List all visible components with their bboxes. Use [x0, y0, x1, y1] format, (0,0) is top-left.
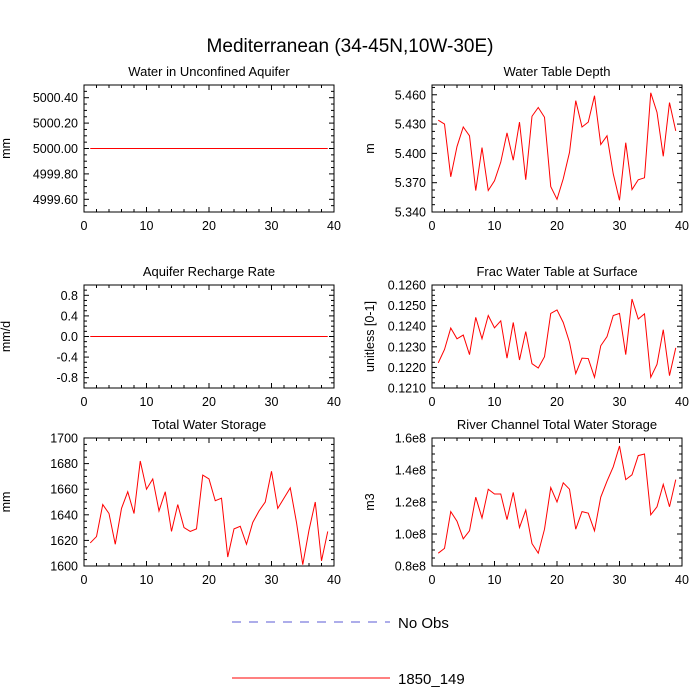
x-tick-label: 30 [265, 219, 279, 233]
y-tick-label: 5000.00 [33, 142, 78, 156]
series-line-1850-149 [437, 298, 677, 380]
legend-label-1850-149: 1850_149 [398, 671, 465, 688]
panel-title: River Channel Total Water Storage [457, 417, 657, 432]
y-tick-label: 1620 [50, 534, 78, 548]
x-tick-label: 20 [550, 573, 564, 587]
x-tick-label: 0 [81, 219, 88, 233]
y-tick-label: 5.370 [395, 176, 426, 190]
panel-frac-water-table-at-surface: Frac Water Table at Surface 0 10 20 30 40 0.12… [363, 264, 689, 409]
panel-water-in-unconfined-aquifer: Water in Unconfined Aquifer 0 10 20 30 40 4999… [0, 64, 341, 233]
panel-title: Water Table Depth [504, 64, 611, 79]
panel-water-table-depth: Water Table Depth 0 10 20 30 40 5.340 5.370 5.40… [363, 64, 689, 233]
y-tick-label: -0.4 [56, 351, 78, 365]
x-tick-label: 0 [81, 573, 88, 587]
y-tick-label: 1.6e8 [395, 432, 426, 446]
y-tick-label: 0.1210 [388, 382, 426, 396]
x-tick-label: 30 [265, 395, 279, 409]
x-tick-label: 40 [327, 219, 341, 233]
series-line-1850-149 [89, 460, 329, 565]
x-tick-label: 30 [613, 573, 627, 587]
x-tick-label: 40 [675, 395, 689, 409]
panel-title: Aquifer Recharge Rate [143, 264, 275, 279]
y-tick-label: 4999.80 [33, 167, 78, 181]
x-tick-label: 20 [550, 219, 564, 233]
y-tick-label: 0.0 [61, 330, 78, 344]
y-tick-label: 5.460 [395, 88, 426, 102]
x-tick-label: 10 [488, 573, 502, 587]
x-tick-label: 30 [613, 219, 627, 233]
y-tick-label: 1680 [50, 457, 78, 471]
y-tick-label: 1640 [50, 508, 78, 522]
panel-title: Water in Unconfined Aquifer [128, 64, 290, 79]
panel-aquifer-recharge-rate: Aquifer Recharge Rate 0 10 20 30 40 -0.8 -0.4 0.… [0, 264, 341, 409]
y-axis-label: unitless [0-1] [363, 301, 377, 372]
plot-frame [431, 284, 683, 389]
legend: No Obs 1850_149 [232, 615, 465, 688]
x-tick-label: 40 [327, 395, 341, 409]
panels: Water in Unconfined Aquifer 0 10 20 30 40 4999… [0, 64, 689, 587]
panel-river-channel-total-water-storage: River Channel Total Water Storage 0 10 20 30… [363, 417, 689, 587]
x-tick-label: 40 [675, 573, 689, 587]
x-tick-label: 40 [327, 573, 341, 587]
y-tick-label: 0.1260 [388, 279, 426, 293]
y-tick-label: 5.340 [395, 206, 426, 220]
figure-title: Mediterranean (34-45N,10W-30E) [207, 36, 494, 57]
y-tick-label: 1.4e8 [395, 464, 426, 478]
panel-title: Total Water Storage [152, 417, 266, 432]
y-tick-label: 1.2e8 [395, 496, 426, 510]
y-tick-label: 0.1220 [388, 361, 426, 375]
y-tick-label: 0.8e8 [395, 560, 426, 574]
x-tick-label: 30 [265, 573, 279, 587]
x-tick-label: 10 [488, 395, 502, 409]
x-tick-label: 20 [550, 395, 564, 409]
y-tick-label: 1600 [50, 560, 78, 574]
y-tick-label: 4999.60 [33, 193, 78, 207]
x-tick-label: 10 [140, 573, 154, 587]
panel-title: Frac Water Table at Surface [476, 264, 637, 279]
y-tick-label: 1.0e8 [395, 528, 426, 542]
y-tick-label: 5.430 [395, 118, 426, 132]
x-tick-label: 30 [613, 395, 627, 409]
y-tick-label: 0.4 [61, 309, 78, 323]
plot-frame [431, 84, 683, 213]
x-tick-label: 20 [202, 219, 216, 233]
y-tick-label: 0.8 [61, 289, 78, 303]
x-tick-label: 10 [140, 395, 154, 409]
x-tick-label: 0 [429, 573, 436, 587]
y-tick-label: 1700 [50, 432, 78, 446]
y-tick-label: 0.1230 [388, 340, 426, 354]
x-tick-label: 0 [81, 395, 88, 409]
x-tick-label: 0 [429, 395, 436, 409]
x-tick-label: 10 [140, 219, 154, 233]
series-line-1850-149 [437, 445, 677, 555]
y-tick-label: 5.400 [395, 147, 426, 161]
legend-label-no-obs: No Obs [398, 615, 449, 632]
y-axis-label: mm [0, 138, 13, 159]
y-axis-label: mm [0, 492, 13, 513]
y-tick-label: 0.1240 [388, 320, 426, 334]
y-tick-label: 5000.40 [33, 91, 78, 105]
y-axis-label: m [363, 143, 377, 153]
x-tick-label: 20 [202, 395, 216, 409]
y-tick-label: -0.8 [56, 371, 78, 385]
x-tick-label: 10 [488, 219, 502, 233]
x-tick-label: 0 [429, 219, 436, 233]
plot-frame [83, 437, 335, 567]
y-tick-label: 5000.20 [33, 117, 78, 131]
y-tick-label: 1660 [50, 483, 78, 497]
series-line-1850-149 [437, 92, 677, 201]
y-axis-label: m3 [363, 493, 377, 510]
x-tick-label: 20 [202, 573, 216, 587]
y-tick-label: 0.1250 [388, 299, 426, 313]
panel-total-water-storage: Total Water Storage 0 10 20 30 40 1600 1620 1640… [0, 417, 341, 587]
y-axis-label: mm/d [0, 321, 13, 352]
x-tick-label: 40 [675, 219, 689, 233]
